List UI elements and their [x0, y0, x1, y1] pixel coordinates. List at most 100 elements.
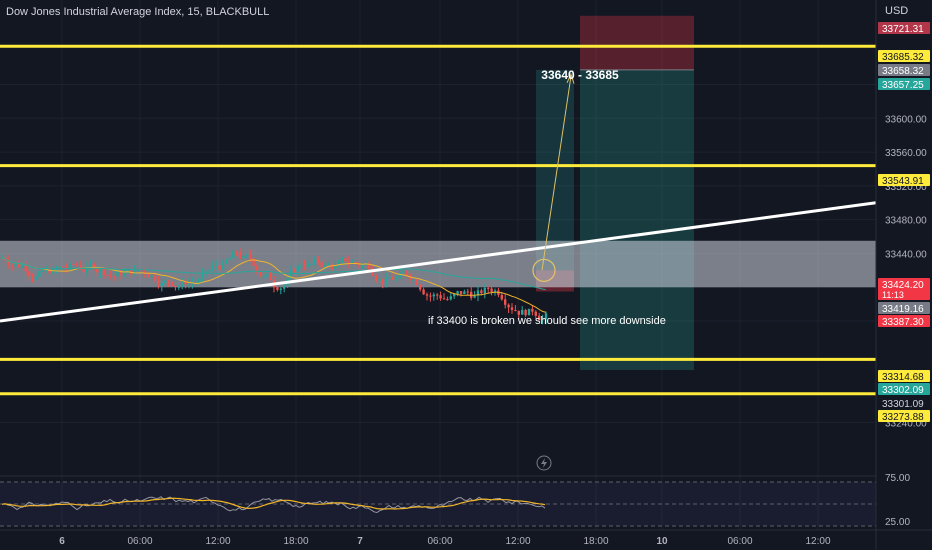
candle-body — [296, 265, 299, 272]
candle-body — [439, 295, 442, 299]
take-profit-zone — [580, 69, 694, 370]
candle-body — [208, 269, 211, 272]
candle-body — [177, 286, 180, 288]
candle-body — [41, 270, 44, 272]
candle-body — [442, 298, 446, 300]
y-tick-label: 33560.00 — [885, 148, 927, 159]
candle-body — [147, 273, 150, 278]
price-label-box — [878, 22, 930, 34]
candle-body — [378, 278, 381, 281]
candle-body — [289, 269, 293, 279]
candle-body — [181, 280, 184, 287]
candle-body — [470, 291, 473, 298]
candle-body — [497, 290, 500, 295]
candle-body — [160, 282, 163, 286]
price-label: 33419.16 — [882, 304, 924, 315]
candle-body — [432, 294, 435, 297]
candle-body — [21, 266, 24, 268]
candle-body — [85, 266, 89, 272]
candle-body — [514, 310, 517, 312]
price-label-box — [878, 370, 930, 382]
highlight-circle — [532, 258, 556, 283]
x-tick-label: 12:00 — [505, 536, 530, 547]
chart-title: Dow Jones Industrial Average Index, 15, … — [6, 6, 270, 18]
price-label: 33685.32 — [882, 52, 924, 63]
rsi-signal-line — [1, 497, 546, 510]
candle-body — [402, 271, 405, 274]
candle-body — [381, 278, 384, 284]
candle-body — [449, 296, 452, 300]
candle-body — [184, 280, 187, 285]
candle-body — [62, 266, 65, 268]
candle-body — [123, 273, 126, 276]
candle-body — [204, 271, 208, 273]
price-label-box — [878, 397, 930, 409]
y-tick-label: 33240.00 — [885, 418, 927, 429]
candle-body — [252, 258, 255, 267]
candle-body — [330, 264, 333, 270]
candle-body — [490, 288, 493, 293]
candle-body — [72, 264, 75, 266]
candle-body — [170, 281, 174, 286]
candle-body — [483, 287, 486, 294]
price-label-box — [878, 278, 930, 300]
candle-body — [75, 264, 78, 266]
candle-body — [211, 265, 214, 270]
rsi-tick-label: 75.00 — [885, 473, 910, 484]
x-tick-label: 10 — [656, 536, 668, 547]
candle-body — [412, 279, 415, 281]
candle-body — [538, 315, 541, 321]
candle-body — [476, 290, 480, 296]
candle-body — [167, 280, 170, 282]
candle-body — [109, 275, 112, 277]
candle-body — [510, 307, 514, 311]
price-label: 33721.31 — [882, 24, 924, 35]
candle-body — [480, 290, 483, 294]
x-tick-label: 18:00 — [283, 536, 308, 547]
price-label: 33658.32 — [882, 66, 924, 77]
candle-body — [133, 270, 136, 275]
candle-body — [334, 266, 337, 270]
candle-body — [17, 264, 21, 268]
candle-body — [68, 264, 72, 270]
candle-body — [113, 276, 116, 278]
candle-body — [504, 299, 507, 305]
candle-body — [544, 313, 548, 319]
y-tick-label: 33440.00 — [885, 249, 927, 260]
price-label-box — [878, 50, 930, 62]
candle-body — [327, 264, 330, 266]
candle-body — [34, 277, 38, 280]
candle-body — [340, 258, 344, 263]
candle-body — [249, 254, 252, 259]
candle-body — [395, 278, 398, 280]
candle-body — [232, 251, 235, 259]
candle-body — [150, 275, 153, 278]
candle-body — [198, 278, 201, 283]
candle-body — [58, 266, 61, 269]
candle-body — [215, 265, 218, 267]
price-label: 33302.09 — [882, 385, 924, 396]
candle-body — [14, 264, 17, 267]
candle-body — [487, 287, 490, 289]
price-label-box — [878, 410, 930, 422]
candle-body — [99, 269, 102, 273]
candle-body — [96, 269, 99, 273]
candle-body — [7, 260, 10, 266]
candle-body — [136, 270, 140, 272]
candle-body — [344, 258, 347, 262]
price-label: 33424.20 — [882, 280, 924, 291]
candle-body — [368, 263, 371, 270]
candle-body — [283, 285, 286, 289]
price-label: 33657.25 — [882, 80, 924, 91]
currency-label: USD — [885, 5, 908, 17]
price-label-box — [878, 78, 930, 90]
slow-moving-average — [1, 257, 547, 291]
x-tick-label: 12:00 — [205, 536, 230, 547]
candle-body — [300, 265, 303, 267]
price-label-time: 11:13 — [882, 290, 904, 300]
candle-body — [391, 277, 395, 280]
fast-moving-average — [1, 257, 547, 313]
candle-body — [517, 310, 520, 315]
stop-loss-zone — [580, 15, 694, 70]
